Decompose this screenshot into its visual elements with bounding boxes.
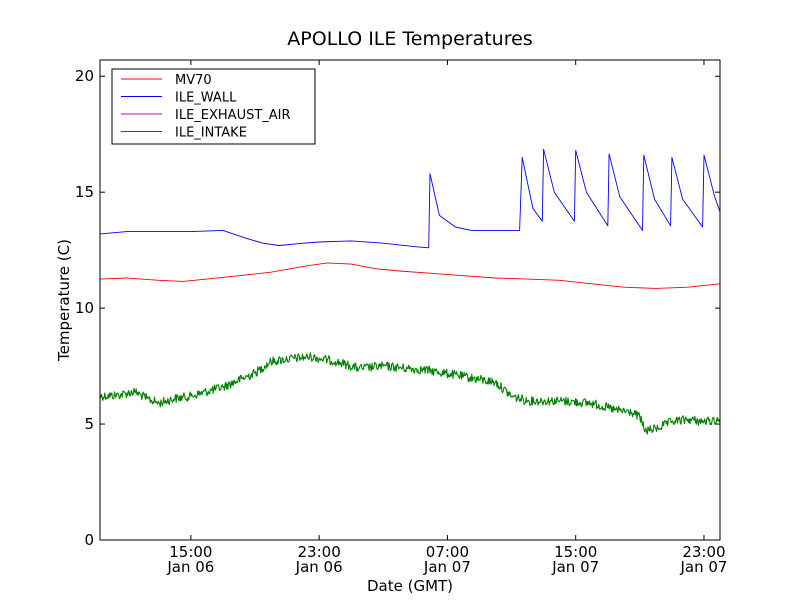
legend-label: ILE_EXHAUST_AIR: [175, 108, 291, 123]
legend: MV70 ILE_WALL ILE_EXHAUST_AIR ILE_INTAKE: [111, 68, 316, 145]
x-axis-label: Date (GMT): [367, 577, 453, 595]
x-tick-label-date: Jan 06: [166, 558, 214, 576]
series-layer: [100, 148, 720, 435]
x-tick-label-date: Jan 07: [423, 558, 471, 576]
series-line-ile-wall: [100, 148, 720, 249]
plot-frame: [99, 59, 721, 541]
y-tick-label: 20: [75, 67, 94, 85]
x-tick-label-time: 15:00: [554, 543, 597, 561]
y-tick-label: 10: [75, 299, 94, 317]
series-line-mv70: [100, 262, 720, 289]
x-tick-label-time: 15:00: [169, 543, 212, 561]
legend-label: ILE_INTAKE: [175, 126, 247, 141]
series-line-ile-intake: [100, 352, 720, 435]
y-tick-label: 5: [84, 415, 94, 433]
x-tick-label-time: 23:00: [682, 543, 725, 561]
x-tick-label-time: 23:00: [298, 543, 341, 561]
legend-label: ILE_WALL: [175, 91, 237, 106]
y-tick-label: 15: [75, 183, 94, 201]
y-axis-label: Temperature (C): [55, 239, 73, 362]
chart-title: APOLLO ILE Temperatures: [287, 28, 532, 50]
x-tick-label-date: Jan 06: [295, 558, 343, 576]
x-tick-label-time: 07:00: [426, 543, 469, 561]
legend-label: MV70: [175, 73, 212, 88]
x-tick-label-date: Jan 07: [551, 558, 599, 576]
y-tick-label: 0: [84, 531, 94, 549]
x-tick-label-date: Jan 07: [679, 558, 727, 576]
